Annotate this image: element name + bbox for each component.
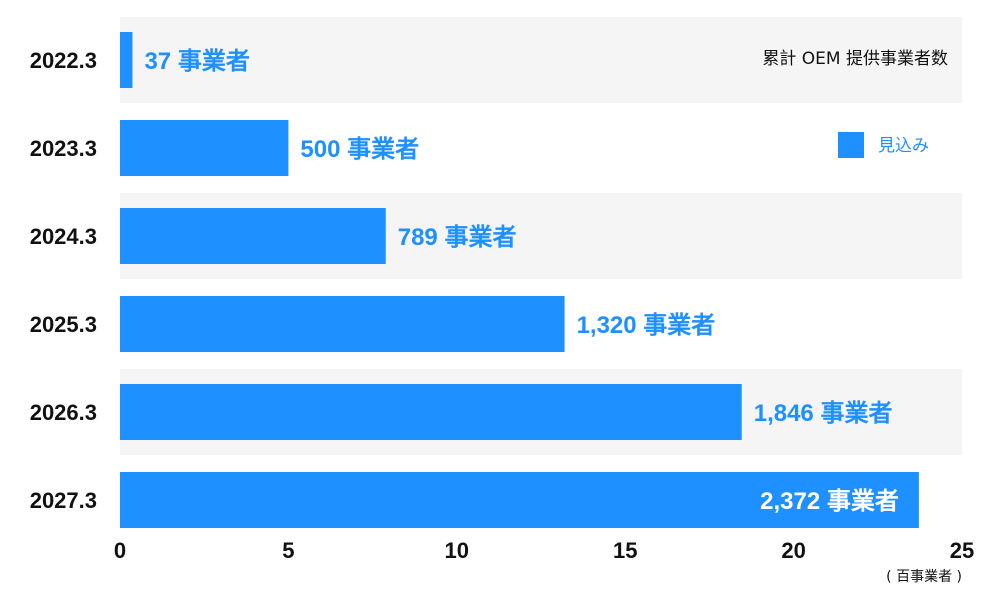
bar-2023.3 <box>120 120 289 176</box>
data-label-layer: 37 事業者 500 事業者 789 事業者 1,320 事業者 1,846 事業者 2,… <box>144 47 898 515</box>
bar-2025.3 <box>120 296 565 352</box>
bar-layer <box>120 32 919 528</box>
data-label: 1,320 事業者 <box>577 311 716 339</box>
category-label: 2023.3 <box>30 136 97 161</box>
data-label: 1,846 事業者 <box>754 399 893 427</box>
x-axis-unit-label: ( 百事業者 ) <box>886 569 962 585</box>
legend-swatch <box>838 132 864 158</box>
data-label: 2,372 事業者 <box>760 487 899 515</box>
tick-label-layer: 0 5 10 15 20 25 <box>114 538 974 563</box>
bar-2022.3 <box>120 32 133 88</box>
category-label: 2022.3 <box>30 48 97 73</box>
legend-label: 見込み <box>878 136 929 156</box>
row-band <box>120 17 962 103</box>
x-tick-label: 10 <box>445 538 469 563</box>
x-tick-label: 5 <box>282 538 294 563</box>
bar-2026.3 <box>120 384 742 440</box>
data-label: 789 事業者 <box>398 223 517 251</box>
bar-2027.3 <box>120 472 919 528</box>
data-label: 37 事業者 <box>144 47 249 75</box>
x-tick-label: 15 <box>613 538 637 563</box>
x-tick-label: 20 <box>781 538 805 563</box>
data-label: 500 事業者 <box>300 135 419 163</box>
band-layer <box>120 17 962 455</box>
x-tick-label: 25 <box>950 538 974 563</box>
category-label: 2024.3 <box>30 224 97 249</box>
category-label: 2026.3 <box>30 400 97 425</box>
bar-2024.3 <box>120 208 386 264</box>
category-label: 2027.3 <box>30 488 97 513</box>
category-label: 2025.3 <box>30 312 97 337</box>
chart-title: 累計 OEM 提供事業者数 <box>762 49 948 69</box>
x-tick-label: 0 <box>114 538 126 563</box>
category-label-layer: 2022.3 2023.3 2024.3 2025.3 2026.3 2027.3 <box>30 48 97 513</box>
